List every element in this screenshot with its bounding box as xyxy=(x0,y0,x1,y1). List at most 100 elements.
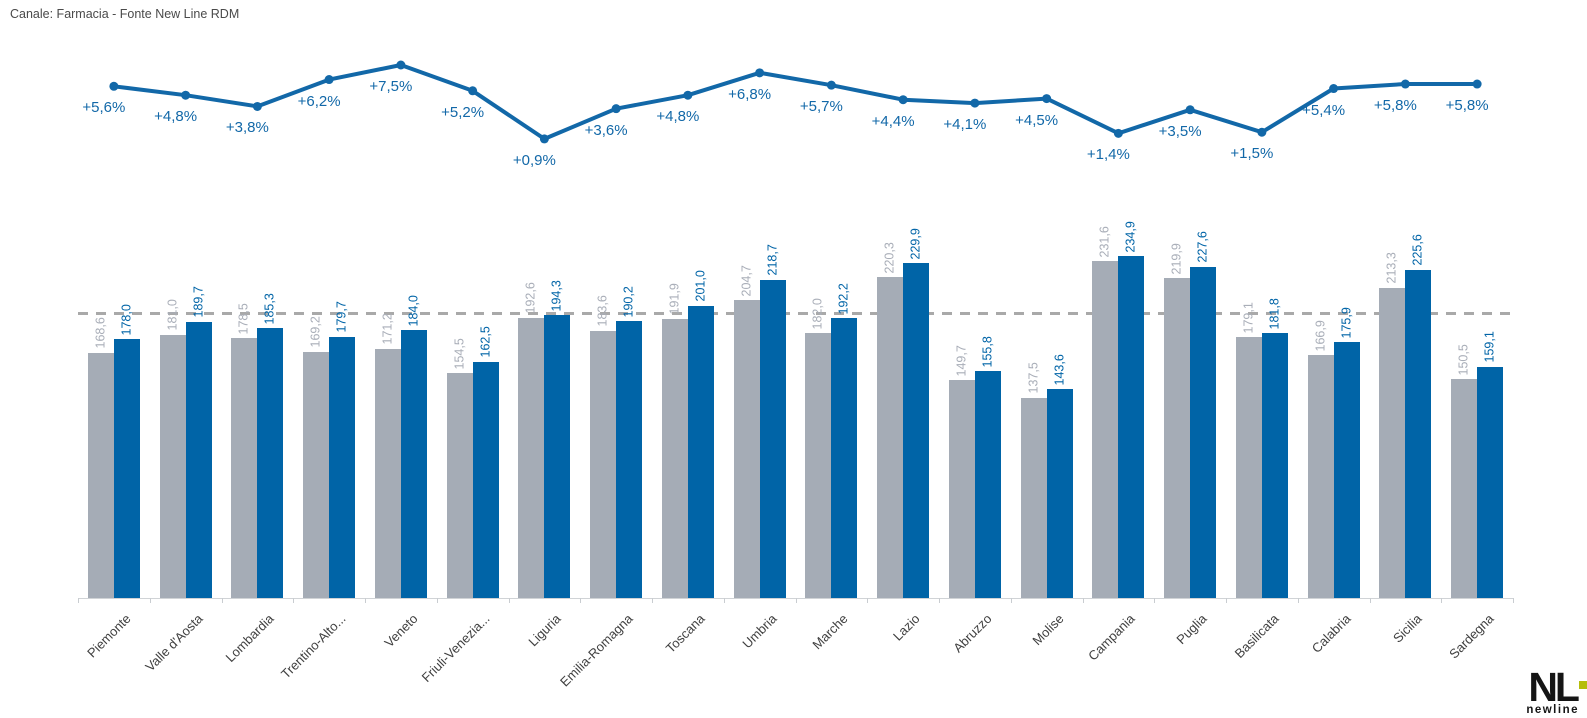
gray-bar-Calabria xyxy=(1307,355,1334,598)
growth-pct-label-Liguria: +0,9% xyxy=(512,151,556,169)
growth-pct-label-Calabria: +5,4% xyxy=(1302,101,1346,119)
growth-pct-label-Sardegna: +5,8% xyxy=(1445,97,1489,115)
gray-bar-Veneto xyxy=(374,348,401,598)
growth-line-marker xyxy=(1472,79,1482,89)
gray-bar-Campania xyxy=(1092,261,1119,598)
gray-bar-Umbria xyxy=(733,300,760,598)
blue-bar-Toscana xyxy=(687,305,714,598)
gray-bar-Trentino-Alto... xyxy=(303,351,330,598)
growth-line-marker xyxy=(1400,79,1410,89)
blue-bar-Lazio xyxy=(903,263,930,598)
growth-pct-label-Umbria: +6,8% xyxy=(728,85,772,103)
growth-line-marker xyxy=(181,90,191,100)
growth-pct-label-Molise: +4,5% xyxy=(1015,111,1059,129)
growth-line-marker xyxy=(396,60,406,70)
growth-pct-label-Marche: +5,7% xyxy=(799,98,843,116)
newline-logo: NL newline xyxy=(1526,667,1587,716)
logo-monogram-text: NL xyxy=(1528,664,1580,711)
blue-bar-Lombardia xyxy=(257,328,284,598)
growth-pct-label-Campania: +1,4% xyxy=(1086,146,1130,164)
x-axis-tick xyxy=(293,598,294,603)
x-axis-tick xyxy=(1441,598,1442,603)
logo-green-square-icon xyxy=(1578,681,1587,690)
growth-line-marker xyxy=(970,98,980,108)
x-axis-tick xyxy=(1226,598,1227,603)
x-axis-tick xyxy=(939,598,940,603)
blue-bar-Umbria xyxy=(759,279,786,598)
growth-pct-label-Valle d'Aosta: +4,8% xyxy=(154,108,198,126)
gray-bar-Abruzzo xyxy=(948,380,975,598)
growth-pct-label-Puglia: +3,5% xyxy=(1158,122,1202,140)
reference-dashed-line xyxy=(78,312,1513,315)
growth-line-marker xyxy=(539,134,549,144)
blue-bar-Molise xyxy=(1046,389,1073,598)
gray-bar-Lazio xyxy=(877,277,904,598)
growth-line-marker xyxy=(252,101,262,111)
growth-pct-label-Lombardia: +3,8% xyxy=(225,119,269,137)
x-axis-tick xyxy=(652,598,653,603)
gray-bar-Sardegna xyxy=(1451,379,1478,598)
growth-pct-label-Emilia-Romagna: +3,6% xyxy=(584,121,628,139)
growth-line-marker xyxy=(1185,105,1195,115)
x-axis-tick xyxy=(437,598,438,603)
blue-bar-Piemonte xyxy=(113,339,140,598)
x-axis-tick xyxy=(150,598,151,603)
blue-bar-Emilia-Romagna xyxy=(616,321,643,598)
gray-bar-Liguria xyxy=(518,317,545,598)
blue-bar-Friuli-Venezia... xyxy=(472,361,499,598)
growth-line-marker xyxy=(683,90,693,100)
growth-line-marker xyxy=(109,81,119,91)
x-axis-tick xyxy=(580,598,581,603)
blue-bar-Trentino-Alto... xyxy=(329,336,356,598)
x-axis-tick xyxy=(222,598,223,603)
gray-bar-Sicilia xyxy=(1379,287,1406,598)
x-axis-tick xyxy=(796,598,797,603)
gray-bar-Puglia xyxy=(1164,278,1191,598)
x-axis-tick xyxy=(724,598,725,603)
growth-line-marker xyxy=(611,104,621,114)
x-axis-tick xyxy=(1298,598,1299,603)
gray-bar-Valle d'Aosta xyxy=(159,334,186,598)
gray-bar-Toscana xyxy=(661,318,688,598)
blue-bar-Sardegna xyxy=(1477,366,1504,598)
blue-bar-Basilicata xyxy=(1261,333,1288,598)
growth-line-marker xyxy=(324,75,334,85)
blue-bar-Sicilia xyxy=(1405,269,1432,598)
gray-bar-Basilicata xyxy=(1235,337,1262,598)
gray-bar-Friuli-Venezia... xyxy=(446,373,473,598)
gray-bar-Marche xyxy=(805,333,832,598)
growth-pct-label-Abruzzo: +4,1% xyxy=(943,116,987,134)
blue-bar-Valle d'Aosta xyxy=(185,321,212,598)
blue-bar-Puglia xyxy=(1190,266,1217,598)
x-axis-tick xyxy=(1011,598,1012,603)
growth-pct-label-Trentino-Alto...: +6,2% xyxy=(297,92,341,110)
gray-bar-Emilia-Romagna xyxy=(590,330,617,598)
gray-bar-Lombardia xyxy=(231,338,258,598)
growth-line-marker xyxy=(468,86,478,96)
gray-bar-Piemonte xyxy=(87,352,114,598)
growth-line-marker xyxy=(755,68,765,78)
x-axis-tick xyxy=(1513,598,1514,603)
blue-bar-Abruzzo xyxy=(974,371,1001,598)
growth-line-marker xyxy=(1113,128,1123,138)
blue-bar-Calabria xyxy=(1333,342,1360,598)
blue-bar-Campania xyxy=(1118,256,1145,598)
newline-logo-wordmark: newline xyxy=(1526,704,1579,716)
chart-source-title: Canale: Farmacia - Fonte New Line RDM xyxy=(10,7,240,21)
growth-pct-label-Friuli-Venezia...: +5,2% xyxy=(441,103,485,121)
x-axis-tick xyxy=(867,598,868,603)
growth-pct-label-Veneto: +7,5% xyxy=(369,78,413,95)
growth-pct-label-Lazio: +4,4% xyxy=(871,112,915,130)
growth-line-marker xyxy=(1257,127,1267,137)
growth-line-marker xyxy=(826,80,836,90)
x-axis-tick xyxy=(1370,598,1371,603)
x-axis-tick xyxy=(365,598,366,603)
growth-pct-label-Piemonte: +5,6% xyxy=(82,99,126,117)
growth-line-marker xyxy=(1329,84,1339,94)
gray-bar-Molise xyxy=(1020,397,1047,598)
x-axis-tick xyxy=(509,598,510,603)
newline-logo-monogram: NL xyxy=(1528,667,1587,708)
x-axis-tick xyxy=(1083,598,1084,603)
